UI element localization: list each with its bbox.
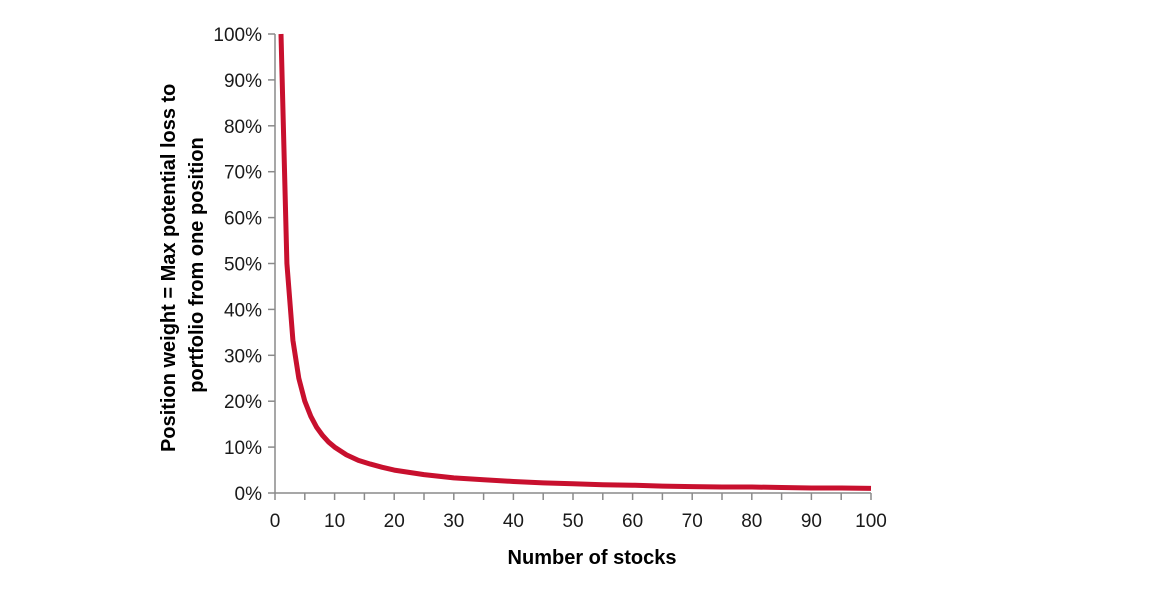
x-tick-label: 0 — [270, 511, 281, 532]
y-tick-label: 10% — [224, 438, 262, 459]
y-tick-label: 100% — [213, 25, 262, 46]
y-axis-title: Position weight = Max potential loss to … — [158, 78, 208, 452]
y-tick-label: 20% — [224, 392, 262, 413]
y-tick-label: 60% — [224, 209, 262, 230]
y-tick-label: 30% — [224, 346, 262, 367]
x-axis-title: Number of stocks — [508, 547, 677, 569]
y-tick-label: 0% — [235, 484, 263, 505]
y-tick-label: 50% — [224, 255, 262, 276]
x-axis-ticks: 0 10 20 30 40 50 60 70 80 90 100 — [270, 493, 887, 532]
x-tick-label: 60 — [622, 511, 643, 532]
y-tick-label: 70% — [224, 163, 262, 184]
y-tick-label: 90% — [224, 71, 262, 92]
x-tick-label: 30 — [443, 511, 464, 532]
x-tick-label: 40 — [503, 511, 524, 532]
y-axis-ticks: 0% 10% 20% 30% 40% 50% 60% 70% 80% 90% 100% — [213, 25, 275, 505]
x-tick-label: 100 — [855, 511, 887, 532]
series-line — [278, 33, 872, 491]
y-tick-label: 40% — [224, 300, 262, 321]
y-axis-title-line-2: portfolio from one position — [186, 137, 208, 393]
y-tick-label: 80% — [224, 117, 262, 138]
x-tick-label: 70 — [682, 511, 703, 532]
x-tick-label: 20 — [384, 511, 405, 532]
x-tick-label: 80 — [741, 511, 762, 532]
x-tick-label: 90 — [801, 511, 822, 532]
y-axis-title-line-1: Position weight = Max potential loss to — [158, 84, 180, 452]
x-tick-label: 50 — [562, 511, 583, 532]
x-tick-label: 10 — [324, 511, 345, 532]
